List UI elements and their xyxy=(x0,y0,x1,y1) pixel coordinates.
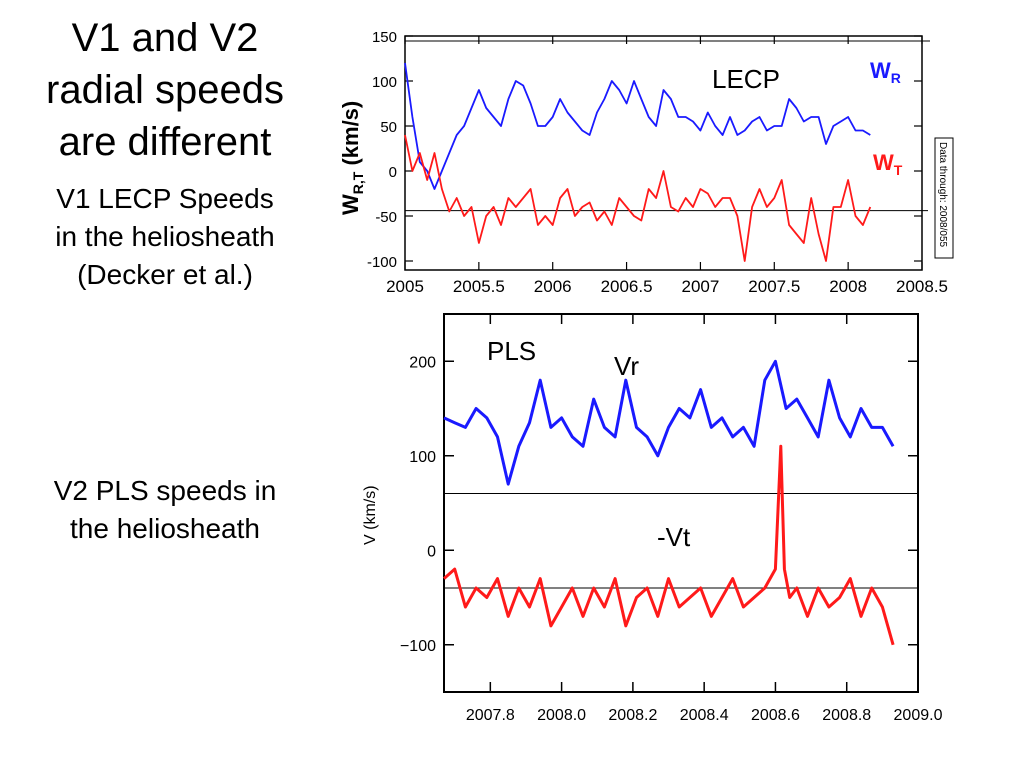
x-tick-label: 2008.6 xyxy=(751,707,800,724)
series-wt-line xyxy=(404,134,872,262)
x-tick-label: 2007.5 xyxy=(748,277,800,296)
x-tick-label: 2009.0 xyxy=(894,707,943,724)
legend-wr: WR xyxy=(870,58,901,86)
v2-caption-line: V2 PLS speeds in xyxy=(53,475,277,506)
x-tick-label: 2008.0 xyxy=(537,707,586,724)
x-tick-label: 2008.4 xyxy=(680,707,729,724)
x-tick-label: 2006 xyxy=(534,277,572,296)
y-tick-label: 0 xyxy=(427,543,436,560)
y-tick-label: 100 xyxy=(409,449,436,466)
slide-title-line: radial speeds xyxy=(46,68,284,112)
y-axis-label: V (km/s) xyxy=(362,485,379,545)
x-tick-label: 2005 xyxy=(386,277,424,296)
v1-caption-line: V1 LECP Speeds xyxy=(56,183,274,214)
vr-label: Vr xyxy=(614,351,639,381)
v2-caption: V2 PLS speeds in the heliosheath xyxy=(0,472,330,548)
stamp-box xyxy=(934,137,954,259)
vt-label: -Vt xyxy=(657,522,691,552)
slide-title: V1 and V2 radial speeds are different xyxy=(0,12,330,168)
plot-frame xyxy=(404,35,923,271)
x-tick-label: 2007.8 xyxy=(466,707,515,724)
y-tick-label: −100 xyxy=(400,638,436,655)
y-tick-label: 100 xyxy=(372,74,397,91)
y-tick-label: -100 xyxy=(367,254,397,271)
y-tick-label: 200 xyxy=(409,354,436,371)
slide-title-line: are different xyxy=(58,120,272,164)
x-tick-label: 2008.2 xyxy=(608,707,657,724)
lecp-label: LECP xyxy=(712,64,780,94)
series-wr-line xyxy=(404,62,871,190)
x-tick-label: 2007 xyxy=(682,277,720,296)
y-tick-label: 50 xyxy=(380,119,397,136)
v1-caption-line: in the heliosheath xyxy=(55,221,275,252)
y-tick-label: -50 xyxy=(375,209,397,226)
x-tick-label: 2008.8 xyxy=(822,707,871,724)
v1-caption-line: (Decker et al.) xyxy=(77,259,253,290)
slide-title-line: V1 and V2 xyxy=(71,16,259,60)
series-vr-line xyxy=(443,359,895,486)
legend-wt: WT xyxy=(873,150,903,178)
x-tick-label: 2008 xyxy=(829,277,867,296)
pls-label: PLS xyxy=(487,336,536,366)
plot-frame xyxy=(443,313,919,693)
x-tick-label: 2008.5 xyxy=(896,277,948,296)
y-tick-label: 150 xyxy=(372,29,397,46)
v1-caption: V1 LECP Speeds in the heliosheath (Decke… xyxy=(0,180,330,294)
y-tick-label: 0 xyxy=(389,164,397,181)
series-vt-line xyxy=(443,444,895,646)
x-tick-label: 2005.5 xyxy=(453,277,505,296)
v2-caption-line: the heliosheath xyxy=(70,513,260,544)
x-tick-label: 2006.5 xyxy=(601,277,653,296)
data-through-stamp: Data through: 2008/055 xyxy=(937,142,948,248)
y-axis-label: WR,T (km/s) xyxy=(338,101,366,215)
